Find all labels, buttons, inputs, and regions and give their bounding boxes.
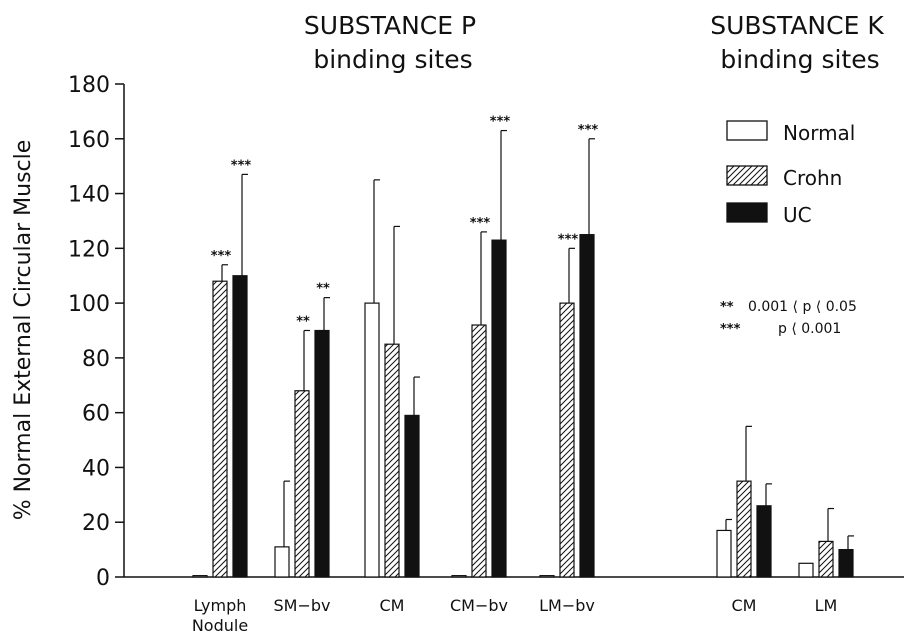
- group-title-p-line2: binding sites: [313, 45, 472, 74]
- significance-uc-1: **: [316, 282, 330, 297]
- category-label-5: CM: [732, 596, 757, 615]
- significance-crohn-1: **: [296, 315, 310, 330]
- y-axis-label: % Normal External Circular Muscle: [11, 140, 36, 521]
- y-tick-label-5: 100: [68, 292, 110, 317]
- y-tick-label-9: 180: [68, 73, 110, 98]
- note-text-2: p ⟨ 0.001: [778, 321, 841, 337]
- bar-crohn-3: [471, 324, 487, 578]
- y-tick-label-8: 160: [68, 128, 110, 153]
- bar-uc-4: [579, 234, 595, 578]
- bar-uc-0: [232, 275, 248, 578]
- significance-crohn-0: ***: [211, 249, 232, 264]
- bar-crohn-5: [736, 480, 752, 578]
- bar-uc-3: [491, 239, 507, 578]
- y-tick-label-0: 0: [96, 566, 110, 591]
- y-tick-label-1: 20: [82, 511, 110, 536]
- significance-note: ** 0.001 ⟨ p ⟨ 0.05 *** p ⟨ 0.001: [720, 299, 857, 337]
- bar-crohn-6: [818, 540, 834, 578]
- category-label-6: LM: [815, 596, 838, 615]
- legend-label-crohn: Crohn: [783, 166, 842, 190]
- y-tick-label-2: 40: [82, 456, 110, 481]
- bars-layer: **********************: [192, 115, 854, 578]
- bar-crohn-0: [212, 280, 228, 578]
- legend-swatch-crohn: [726, 165, 768, 186]
- legend-label-uc: UC: [783, 203, 812, 227]
- bar-normal-3: [451, 575, 467, 578]
- bar-uc-5: [756, 505, 772, 578]
- category-label-2: CM: [380, 596, 405, 615]
- significance-crohn-4: ***: [558, 232, 579, 247]
- bar-uc-2: [404, 414, 420, 578]
- legend-swatch-uc: [726, 202, 768, 223]
- note-stars-2: ***: [720, 322, 741, 337]
- category-label-0-line2: Nodule: [192, 616, 248, 635]
- bar-normal-6: [798, 562, 814, 578]
- significance-uc-4: ***: [578, 123, 599, 138]
- group-title-k-line2: binding sites: [720, 45, 879, 74]
- category-label-4: LM−bv: [539, 596, 595, 615]
- y-tick-label-7: 140: [68, 183, 110, 208]
- bar-crohn-4: [559, 302, 575, 578]
- bar-crohn-1: [294, 390, 310, 578]
- y-tick-label-4: 80: [82, 347, 110, 372]
- bar-normal-1: [274, 546, 290, 578]
- group-title-p-line1: SUBSTANCE P: [304, 11, 476, 40]
- y-ticks: 0 20 40 60 80 100 120 140 160 180: [68, 73, 124, 591]
- significance-crohn-3: ***: [470, 216, 491, 231]
- y-tick-label-3: 60: [82, 402, 110, 427]
- significance-uc-0: ***: [231, 158, 252, 173]
- bar-normal-4: [539, 575, 555, 578]
- bar-crohn-2: [384, 343, 400, 578]
- category-label-0: Lymph: [194, 596, 247, 615]
- bar-uc-1: [314, 329, 330, 578]
- bar-uc-6: [838, 549, 854, 578]
- legend: Normal Crohn UC: [726, 120, 855, 227]
- legend-swatch-normal: [726, 120, 768, 141]
- significance-uc-3: ***: [490, 115, 511, 130]
- bar-normal-0: [192, 575, 208, 578]
- category-label-3: CM−bv: [450, 596, 508, 615]
- note-text-1: 0.001 ⟨ p ⟨ 0.05: [748, 299, 857, 315]
- group-title-k-line1: SUBSTANCE K: [710, 11, 884, 40]
- bar-normal-5: [716, 529, 732, 578]
- y-tick-label-6: 120: [68, 237, 110, 262]
- bar-normal-2: [364, 302, 380, 578]
- legend-label-normal: Normal: [783, 121, 855, 145]
- category-label-1: SM−bv: [274, 596, 331, 615]
- note-stars-1: **: [720, 300, 734, 315]
